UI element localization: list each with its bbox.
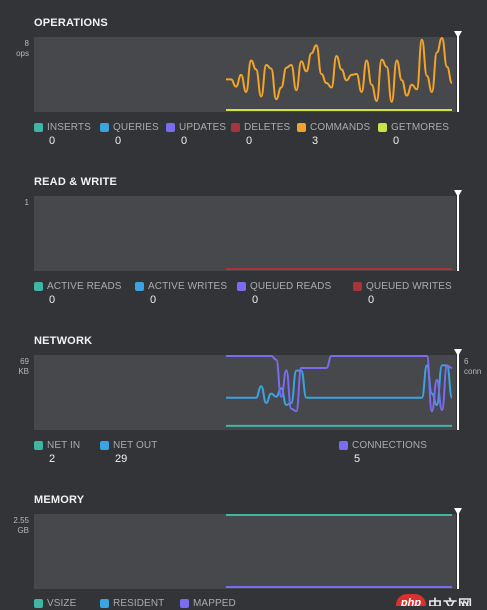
read-write-y-max: 1 (24, 198, 29, 207)
memory-time-marker[interactable] (457, 512, 459, 589)
read-write-panel: READ & WRITE 1 (0, 176, 487, 316)
legend-label: RESIDENT (113, 598, 165, 609)
red-swatch-icon (353, 282, 362, 291)
memory-chart[interactable] (34, 514, 456, 589)
blue-swatch-icon (100, 599, 109, 608)
teal-swatch-icon (34, 123, 43, 132)
legend-value: 3 (312, 135, 319, 147)
network-y-max-left: 69 KB (18, 357, 29, 377)
legend-label: QUEUED READS (250, 281, 332, 292)
network-y-max-right-value: 6 (464, 357, 469, 366)
teal-swatch-icon (34, 282, 43, 291)
network-panel: NETWORK 69 KB 6 conn (0, 335, 487, 475)
legend-value: 2 (49, 453, 56, 465)
legend-value: 0 (150, 294, 157, 306)
memory-title: MEMORY (34, 494, 85, 506)
network-y-unit-right: conn (464, 367, 482, 376)
memory-panel: MEMORY 2.55 GB (0, 494, 487, 606)
legend-value: 0 (368, 294, 375, 306)
memory-chart-svg (225, 514, 452, 588)
watermark-text: 中文网 (428, 597, 473, 606)
legend-label: UPDATES (179, 122, 227, 133)
red-swatch-icon (231, 123, 240, 132)
purple-swatch-icon (166, 123, 175, 132)
network-chart[interactable] (34, 355, 456, 430)
teal-swatch-icon (34, 599, 43, 608)
legend-value: 0 (181, 135, 188, 147)
legend-value: 0 (115, 135, 122, 147)
memory-y-max-value: 2.55 (13, 516, 29, 525)
blue-swatch-icon (100, 441, 109, 450)
operations-time-marker-handle[interactable] (454, 31, 462, 38)
operations-panel: OPERATIONS 8 ops (0, 17, 487, 157)
legend-label: INSERTS (47, 122, 91, 133)
blue-swatch-icon (100, 123, 109, 132)
php-cn-watermark: php 中文网 (396, 594, 487, 606)
operations-time-marker[interactable] (457, 35, 459, 112)
operations-y-max: 8 ops (16, 39, 29, 59)
series-line-connections (225, 355, 453, 413)
read-write-chart-svg (226, 268, 452, 270)
memory-y-max: 2.55 GB (13, 516, 29, 536)
read-write-chart[interactable] (34, 196, 456, 271)
legend-label: QUEUED WRITES (366, 281, 452, 292)
network-time-marker-handle[interactable] (454, 349, 462, 356)
network-time-marker[interactable] (457, 353, 459, 430)
operations-title: OPERATIONS (34, 17, 108, 29)
legend-value: 29 (115, 453, 128, 465)
purple-swatch-icon (180, 599, 189, 608)
network-chart-svg (225, 355, 453, 427)
network-title: NETWORK (34, 335, 93, 347)
legend-label: DELETES (244, 122, 291, 133)
legend-label: VSIZE (47, 598, 77, 609)
operations-y-unit: ops (16, 49, 29, 58)
legend-label: NET IN (47, 440, 81, 451)
operations-y-max-value: 8 (24, 39, 29, 48)
legend-value: 5 (354, 453, 361, 465)
memory-time-marker-handle[interactable] (454, 508, 462, 515)
purple-swatch-icon (339, 441, 348, 450)
watermark-badge: php (396, 594, 426, 606)
operations-chart[interactable] (34, 37, 456, 112)
series-line-commands (225, 37, 453, 103)
legend-label: GETMORES (391, 122, 450, 133)
legend-label: ACTIVE READS (47, 281, 122, 292)
orange-swatch-icon (297, 123, 306, 132)
legend-label: COMMANDS (310, 122, 371, 133)
purple-swatch-icon (237, 282, 246, 291)
legend-value: 0 (393, 135, 400, 147)
legend-value: 0 (49, 294, 56, 306)
read-write-time-marker[interactable] (457, 194, 459, 271)
legend-label: MAPPED (193, 598, 236, 609)
memory-y-unit: GB (17, 526, 29, 535)
legend-value: 0 (252, 294, 259, 306)
lime-swatch-icon (378, 123, 387, 132)
read-write-title: READ & WRITE (34, 176, 118, 188)
network-y-unit-left: KB (18, 367, 29, 376)
series-line-net-out (226, 364, 453, 406)
legend-label: ACTIVE WRITES (148, 281, 228, 292)
legend-label: QUERIES (113, 122, 159, 133)
operations-chart-svg (225, 37, 453, 111)
network-y-max-right: 6 conn (464, 357, 481, 377)
legend-label: NET OUT (113, 440, 158, 451)
teal-swatch-icon (34, 441, 43, 450)
network-y-max-left-value: 69 (20, 357, 29, 366)
legend-label: CONNECTIONS (352, 440, 427, 451)
legend-value: 0 (246, 135, 253, 147)
legend-value: 0 (49, 135, 56, 147)
read-write-time-marker-handle[interactable] (454, 190, 462, 197)
blue-swatch-icon (135, 282, 144, 291)
